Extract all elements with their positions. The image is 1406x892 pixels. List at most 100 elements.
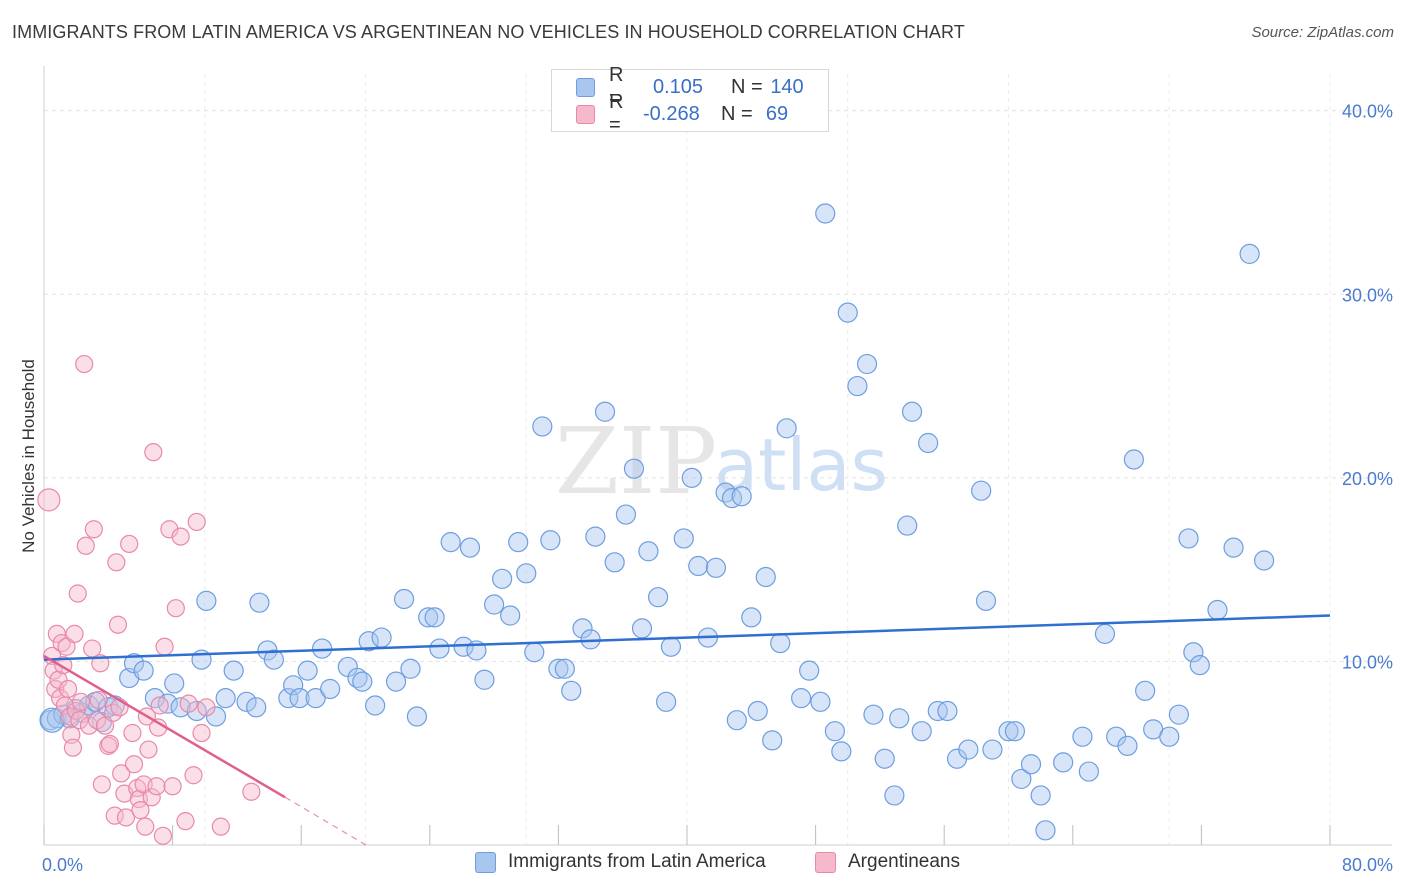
data-point-latin-america bbox=[358, 631, 379, 652]
data-point-argentineans bbox=[37, 488, 61, 512]
data-point-argentineans bbox=[124, 755, 144, 774]
data-point-argentineans bbox=[176, 812, 195, 831]
data-point-latin-america bbox=[532, 416, 553, 437]
data-point-argentineans bbox=[139, 740, 158, 759]
data-point-argentineans bbox=[131, 801, 150, 820]
data-point-latin-america bbox=[585, 526, 606, 547]
data-point-latin-america bbox=[889, 708, 910, 729]
data-point-argentineans bbox=[197, 698, 216, 717]
legend-r-value: 0.105 bbox=[653, 75, 704, 98]
x-tick-label: 80.0% bbox=[1342, 855, 1393, 875]
legend-r-label: R = bbox=[609, 64, 624, 109]
data-point-argentineans bbox=[108, 615, 128, 634]
data-point-latin-america bbox=[320, 678, 341, 700]
legend-item-label: Immigrants from Latin America bbox=[508, 851, 766, 872]
data-point-latin-america bbox=[1253, 550, 1275, 571]
data-point-argentineans bbox=[123, 723, 142, 743]
data-point-latin-america bbox=[474, 669, 495, 690]
data-point-latin-america bbox=[385, 671, 407, 692]
legend-row-latin-america: R = 0.105 N = 140 bbox=[576, 64, 807, 109]
source-label: Source: ZipAtlas.com bbox=[1251, 24, 1394, 41]
series-legend: Immigrants from Latin America Argentinea… bbox=[0, 851, 1406, 877]
data-point-argentineans bbox=[75, 354, 94, 374]
legend-n-value: 140 bbox=[770, 75, 804, 98]
data-point-latin-america bbox=[937, 700, 958, 722]
data-point-argentineans bbox=[144, 443, 163, 462]
data-point-argentineans bbox=[112, 764, 131, 783]
chart-title: IMMIGRANTS FROM LATIN AMERICA VS ARGENTI… bbox=[12, 22, 965, 42]
y-tick-label: 30.0% bbox=[1342, 285, 1393, 305]
data-point-latin-america bbox=[418, 607, 439, 628]
legend-n-label: N = bbox=[731, 75, 763, 98]
data-point-latin-america bbox=[615, 504, 637, 525]
data-point-latin-america bbox=[638, 541, 659, 562]
data-point-latin-america bbox=[824, 721, 845, 742]
data-point-latin-america bbox=[815, 203, 836, 224]
data-point-latin-america bbox=[1189, 654, 1210, 676]
watermark-atlas: atlas bbox=[714, 423, 888, 507]
data-point-latin-america bbox=[548, 658, 569, 679]
data-point-latin-america bbox=[554, 658, 575, 679]
data-point-latin-america bbox=[1207, 599, 1228, 621]
data-point-latin-america bbox=[911, 721, 932, 742]
data-point-latin-america bbox=[1072, 726, 1093, 747]
data-point-argentineans bbox=[107, 553, 126, 572]
data-point-latin-america bbox=[837, 302, 858, 323]
data-point-latin-america bbox=[1117, 735, 1138, 756]
data-point-argentineans bbox=[100, 734, 120, 754]
data-point-latin-america bbox=[1053, 752, 1074, 773]
data-point-latin-america bbox=[205, 706, 227, 727]
data-point-latin-america bbox=[884, 785, 905, 806]
data-point-argentineans bbox=[47, 624, 66, 643]
data-point-latin-america bbox=[1223, 537, 1244, 558]
data-point-latin-america bbox=[741, 607, 762, 628]
data-point-latin-america bbox=[1135, 680, 1156, 701]
data-point-latin-america bbox=[901, 401, 923, 422]
grid-lines bbox=[44, 74, 1392, 845]
data-point-latin-america bbox=[958, 739, 979, 760]
data-point-latin-america bbox=[998, 721, 1019, 742]
legend-r-value: -0.268 bbox=[643, 102, 700, 125]
data-point-latin-america bbox=[561, 680, 582, 701]
data-point-latin-america bbox=[874, 748, 895, 769]
data-point-latin-america bbox=[283, 675, 304, 696]
data-point-latin-america bbox=[918, 432, 939, 454]
y-tick-label: 10.0% bbox=[1342, 652, 1393, 672]
watermark-zip: ZIP bbox=[555, 408, 717, 515]
data-point-argentineans bbox=[150, 696, 169, 715]
data-point-latin-america bbox=[1168, 704, 1189, 725]
data-point-latin-america bbox=[246, 697, 267, 718]
data-point-latin-america bbox=[726, 710, 747, 731]
x-tick-label: 0.0% bbox=[42, 855, 83, 875]
data-point-latin-america bbox=[249, 592, 270, 613]
data-point-latin-america bbox=[1078, 761, 1099, 782]
data-point-latin-america bbox=[540, 530, 561, 551]
data-point-argentineans bbox=[142, 788, 161, 807]
trend-line-argentineans bbox=[43, 654, 286, 799]
data-point-latin-america bbox=[1123, 449, 1144, 470]
data-point-argentineans bbox=[155, 637, 174, 656]
data-point-latin-america bbox=[863, 704, 884, 725]
data-point-latin-america bbox=[847, 375, 868, 397]
legend-swatch-blue bbox=[475, 851, 496, 873]
data-point-latin-america bbox=[594, 401, 616, 422]
data-point-latin-america bbox=[352, 671, 373, 692]
series-latin-america-points bbox=[39, 203, 1275, 841]
legend-swatch-pink bbox=[576, 104, 595, 124]
data-point-latin-america bbox=[215, 688, 236, 709]
data-point-latin-america bbox=[400, 658, 421, 679]
data-point-latin-america bbox=[731, 486, 752, 507]
data-point-latin-america bbox=[196, 590, 217, 611]
data-point-argentineans bbox=[160, 520, 179, 539]
data-point-latin-america bbox=[39, 707, 65, 733]
data-point-argentineans bbox=[65, 624, 84, 643]
data-point-latin-america bbox=[1004, 721, 1026, 742]
legend-row-argentineans: R = -0.268 N = 69 bbox=[576, 91, 797, 136]
data-point-latin-america bbox=[524, 642, 545, 663]
data-point-latin-america bbox=[516, 563, 537, 584]
data-point-latin-america bbox=[1239, 243, 1260, 264]
data-point-argentineans bbox=[171, 527, 190, 546]
data-point-latin-america bbox=[305, 688, 326, 709]
data-point-argentineans bbox=[211, 817, 230, 836]
data-point-latin-america bbox=[492, 568, 513, 589]
